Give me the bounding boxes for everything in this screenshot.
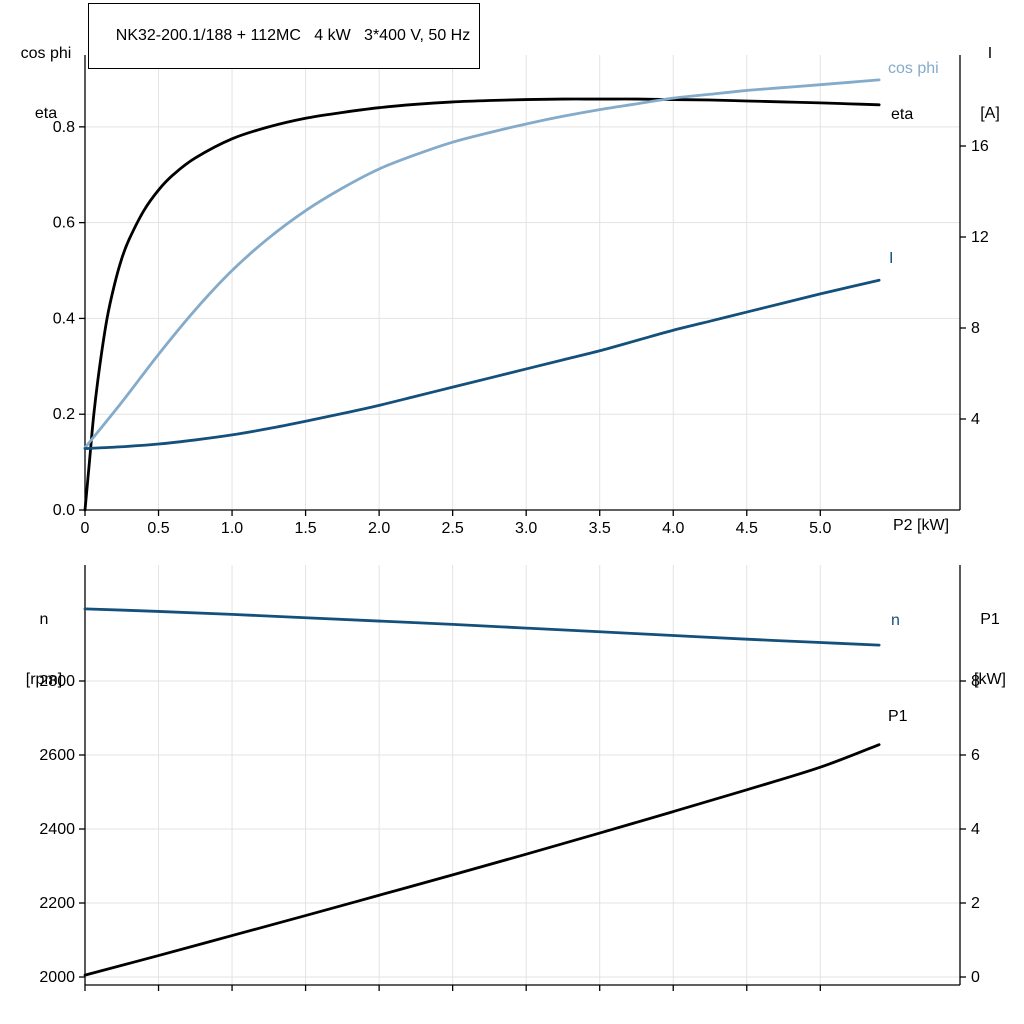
right-tick-label: 6 (971, 747, 980, 764)
top-left-axis-title: cos phi eta (10, 4, 82, 164)
axis-title-current-unit: [A] (980, 105, 1000, 122)
x-tick-label: 0.5 (147, 520, 169, 537)
left-tick-label: 0.2 (53, 406, 75, 423)
right-tick-label: 12 (971, 229, 989, 246)
left-tick-label: 2600 (39, 747, 75, 764)
left-tick-label: 2400 (39, 821, 75, 838)
top-right-axis-title: I [A] (962, 4, 1018, 164)
bottom-right-axis-title: P1 [kW] (960, 570, 1020, 730)
x-tick-label: 2.0 (368, 520, 390, 537)
curve-label-current: I (889, 250, 894, 267)
right-tick-label: 4 (971, 821, 980, 838)
left-tick-label: 0.6 (53, 215, 75, 232)
right-tick-label: 0 (971, 969, 980, 986)
x-tick-label: 1.5 (294, 520, 316, 537)
curve-label-cos-phi: cos phi (888, 60, 939, 77)
right-tick-label: 8 (971, 320, 980, 337)
left-tick-label: 0.4 (53, 310, 75, 327)
x-tick-label: 1.0 (221, 520, 243, 537)
curve-eta (83, 97, 881, 512)
chart-title-box: NK32-200.1/188 + 112MC 4 kW 3*400 V, 50 … (88, 3, 481, 69)
left-tick-label: 0.8 (53, 119, 75, 136)
axis-title-current: I (987, 45, 993, 62)
axis-title-p1-unit: [kW] (974, 671, 1006, 688)
bottom-left-axis-title: n [rpm] (8, 570, 80, 730)
right-tick-label: 4 (971, 411, 980, 428)
x-tick-label: 5.0 (809, 520, 831, 537)
axis-title-speed: n (39, 611, 49, 628)
curve-cos-phi (83, 78, 881, 450)
curve-label-speed: n (891, 612, 900, 629)
curve-n (83, 607, 881, 647)
left-tick-label: 2800 (39, 673, 75, 690)
right-tick-label: 2 (971, 895, 980, 912)
axis-title-eta: eta (34, 105, 58, 122)
curve-p1 (83, 743, 881, 977)
curve-i (83, 278, 881, 450)
curve-label-p1: P1 (888, 708, 908, 725)
right-tick-label: 8 (971, 673, 980, 690)
x-tick-label: 4.0 (662, 520, 684, 537)
axis-title-cos-phi: cos phi (20, 45, 72, 62)
x-tick-label: 4.5 (736, 520, 758, 537)
x-axis-label-p2: P2 [kW] (893, 517, 950, 534)
curve-label-eta: eta (891, 106, 914, 123)
chart-title: NK32-200.1/188 + 112MC 4 kW 3*400 V, 50 … (115, 27, 471, 44)
left-tick-label: 2200 (39, 895, 75, 912)
axis-title-p1: P1 (980, 611, 1000, 628)
x-tick-label: 3.0 (515, 520, 537, 537)
left-tick-label: 2000 (39, 969, 75, 986)
x-tick-label: 0 (81, 520, 90, 537)
x-tick-label: 2.5 (442, 520, 464, 537)
right-tick-label: 16 (971, 138, 989, 155)
left-tick-label: 0.0 (53, 502, 75, 519)
axis-title-speed-unit: [rpm] (25, 671, 63, 688)
x-tick-label: 3.5 (589, 520, 611, 537)
